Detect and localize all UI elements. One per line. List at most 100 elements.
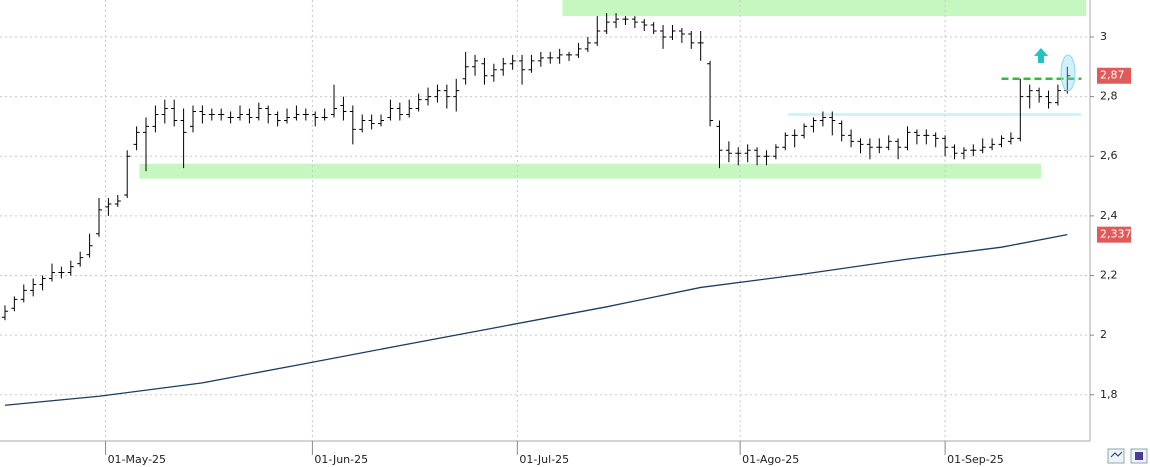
ohlc-bar [1045, 90, 1052, 109]
ohlc-bar [425, 87, 432, 106]
ohlc-bar [95, 197, 102, 237]
ohlc-bar [904, 126, 911, 151]
ohlc-bar [490, 63, 497, 82]
ohlc-bar [697, 31, 704, 61]
ohlc-bar [603, 13, 610, 34]
ohlc-bar [265, 105, 272, 124]
price-label-box [1097, 67, 1131, 84]
ohlc-bar [453, 78, 460, 112]
ohlc-bar [829, 111, 836, 136]
ohlc-bar [754, 147, 761, 166]
ohlc-bar [284, 108, 291, 124]
ohlc-bar [171, 99, 178, 127]
ohlc-bar [152, 105, 159, 133]
ohlc-bar [810, 117, 817, 133]
ohlc-bar [396, 102, 403, 121]
zone [562, 0, 1087, 17]
ohlc-bar [848, 129, 855, 148]
ohlc-bar [932, 132, 939, 148]
ohlc-bar [199, 105, 206, 124]
moving-average-line [4, 234, 1068, 406]
y-tick-label: 1,8 [1100, 388, 1118, 401]
ohlc-bar [575, 42, 582, 58]
ohlc-bar [613, 13, 620, 29]
ohlc-bar [378, 114, 385, 127]
ohlc-bar [415, 93, 422, 112]
ohlc-bar [857, 138, 864, 154]
ohlc-bar [368, 114, 375, 130]
plot [0, 0, 1088, 441]
x-tick-label: 01-May-25 [108, 453, 166, 466]
ohlc-bar [876, 138, 883, 154]
zone [139, 163, 1041, 179]
ohlc-bar [960, 147, 967, 160]
ohlc-bar [293, 105, 300, 121]
ohlc-bar [537, 51, 544, 67]
ohlc-bar [650, 22, 657, 34]
ohlc-bar [895, 138, 902, 160]
ohlc-bar [725, 141, 732, 163]
ohlc-bar [528, 54, 535, 73]
ohlc-bar [105, 197, 112, 216]
ohlc-bar [970, 144, 977, 157]
ohlc-bar [801, 123, 808, 139]
zoom-icon-glyph [1110, 451, 1123, 458]
ohlc-bar [979, 138, 986, 154]
x-tick-label: 01-Jun-25 [314, 453, 368, 466]
bottom-icons[interactable] [1107, 448, 1148, 464]
ohlc-bar [462, 51, 469, 85]
ohlc-bar [302, 108, 309, 121]
ohlc-bar [641, 19, 648, 32]
ohlc-bar [838, 120, 845, 142]
highlight-ellipse [1060, 54, 1076, 92]
ohlc-bar [1026, 84, 1033, 109]
ohlc-bar [39, 275, 46, 291]
x-tick-label: 01-Ago-25 [742, 453, 799, 466]
ohlc-bar [321, 108, 328, 121]
x-tick-label: 01-Jul-25 [519, 453, 569, 466]
ohlc-bar [58, 266, 65, 279]
ohlc-bar [509, 54, 516, 70]
ohlc-bar [434, 84, 441, 103]
ohlc-bar [669, 25, 676, 40]
ohlc-bar [989, 138, 996, 151]
ohlc-bar [86, 233, 93, 258]
ohlc-bar [255, 102, 262, 121]
y-tick-label: 2,6 [1100, 149, 1118, 162]
ohlc-bar [340, 96, 347, 121]
ohlc-bar [208, 108, 215, 121]
ohlc-bar [114, 195, 121, 207]
zoom-icon[interactable] [1107, 448, 1125, 464]
price-label: 2,337 [1100, 228, 1132, 241]
ohlc-bar [472, 54, 479, 76]
ohlc-bar [481, 57, 488, 85]
ohlc-bar [885, 135, 892, 151]
ohlc-bar [349, 105, 356, 145]
ohlc-bar [707, 60, 714, 127]
ohlc-bar [218, 108, 225, 121]
ohlc-bar [143, 117, 150, 172]
arrow-annotation [1034, 48, 1048, 63]
ohlc-bar [274, 111, 281, 127]
ohlc-bar [1007, 132, 1014, 145]
ohlc-bar [866, 138, 873, 160]
y-tick-label: 2,8 [1100, 90, 1118, 103]
ohlc-bar [406, 99, 413, 118]
ohlc-bar [744, 144, 751, 163]
ohlc-bar [133, 126, 140, 151]
ohlc-bar [942, 135, 949, 157]
ohlc-bar [819, 111, 826, 127]
ohlc-bar [688, 31, 695, 49]
ohlc-bar [763, 150, 770, 166]
ohlc-bar [161, 99, 168, 124]
ohlc-bar [923, 129, 930, 145]
ohlc-bar [124, 150, 131, 198]
ohlc-bar [716, 120, 723, 169]
ohlc-bar [500, 57, 507, 76]
price-label: 2,87 [1100, 69, 1125, 82]
ohlc-bar [331, 84, 338, 118]
ohlc-bar [443, 84, 450, 109]
ohlc-bar [1054, 84, 1061, 106]
ohlc-bar [735, 147, 742, 166]
